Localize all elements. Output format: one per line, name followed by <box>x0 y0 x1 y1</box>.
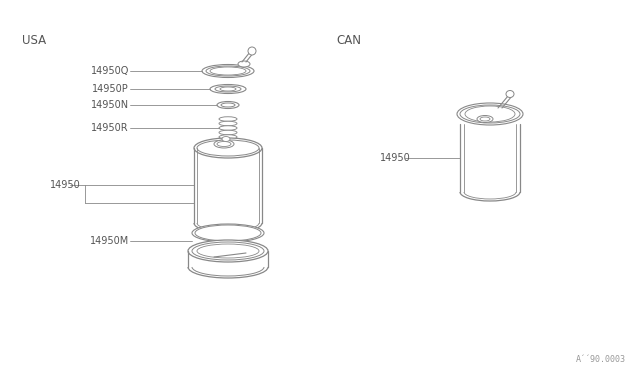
Ellipse shape <box>219 126 237 130</box>
Ellipse shape <box>219 139 237 144</box>
Text: 14950N: 14950N <box>91 100 129 110</box>
Text: USA: USA <box>22 34 46 47</box>
Ellipse shape <box>210 67 246 75</box>
Ellipse shape <box>197 140 259 156</box>
Ellipse shape <box>222 137 230 141</box>
Ellipse shape <box>220 87 236 91</box>
Ellipse shape <box>217 102 239 109</box>
Ellipse shape <box>219 135 237 139</box>
Text: 14950M: 14950M <box>90 236 129 246</box>
Ellipse shape <box>192 224 264 242</box>
Text: CAN: CAN <box>336 34 361 47</box>
Ellipse shape <box>477 115 493 122</box>
Ellipse shape <box>210 84 246 93</box>
Ellipse shape <box>506 90 514 97</box>
Text: 14950Q: 14950Q <box>91 66 129 76</box>
Ellipse shape <box>238 61 250 67</box>
Ellipse shape <box>194 138 262 158</box>
Text: 14950P: 14950P <box>92 84 129 94</box>
Ellipse shape <box>206 66 250 76</box>
Ellipse shape <box>219 117 237 121</box>
Ellipse shape <box>221 103 235 107</box>
Ellipse shape <box>188 240 268 262</box>
Ellipse shape <box>465 106 515 122</box>
Ellipse shape <box>195 225 261 241</box>
Text: 14950: 14950 <box>380 153 411 163</box>
Ellipse shape <box>457 103 523 125</box>
Ellipse shape <box>214 140 234 148</box>
Ellipse shape <box>215 86 241 92</box>
Ellipse shape <box>197 244 259 258</box>
Ellipse shape <box>219 130 237 135</box>
Ellipse shape <box>202 64 254 77</box>
Ellipse shape <box>248 47 256 55</box>
Ellipse shape <box>460 105 520 123</box>
Ellipse shape <box>480 117 490 121</box>
Ellipse shape <box>192 242 264 260</box>
Text: 14950R: 14950R <box>92 123 129 133</box>
Ellipse shape <box>219 121 237 126</box>
Text: A´´90.0003: A´´90.0003 <box>576 355 626 364</box>
Ellipse shape <box>217 141 231 147</box>
Text: 14950: 14950 <box>50 180 81 190</box>
